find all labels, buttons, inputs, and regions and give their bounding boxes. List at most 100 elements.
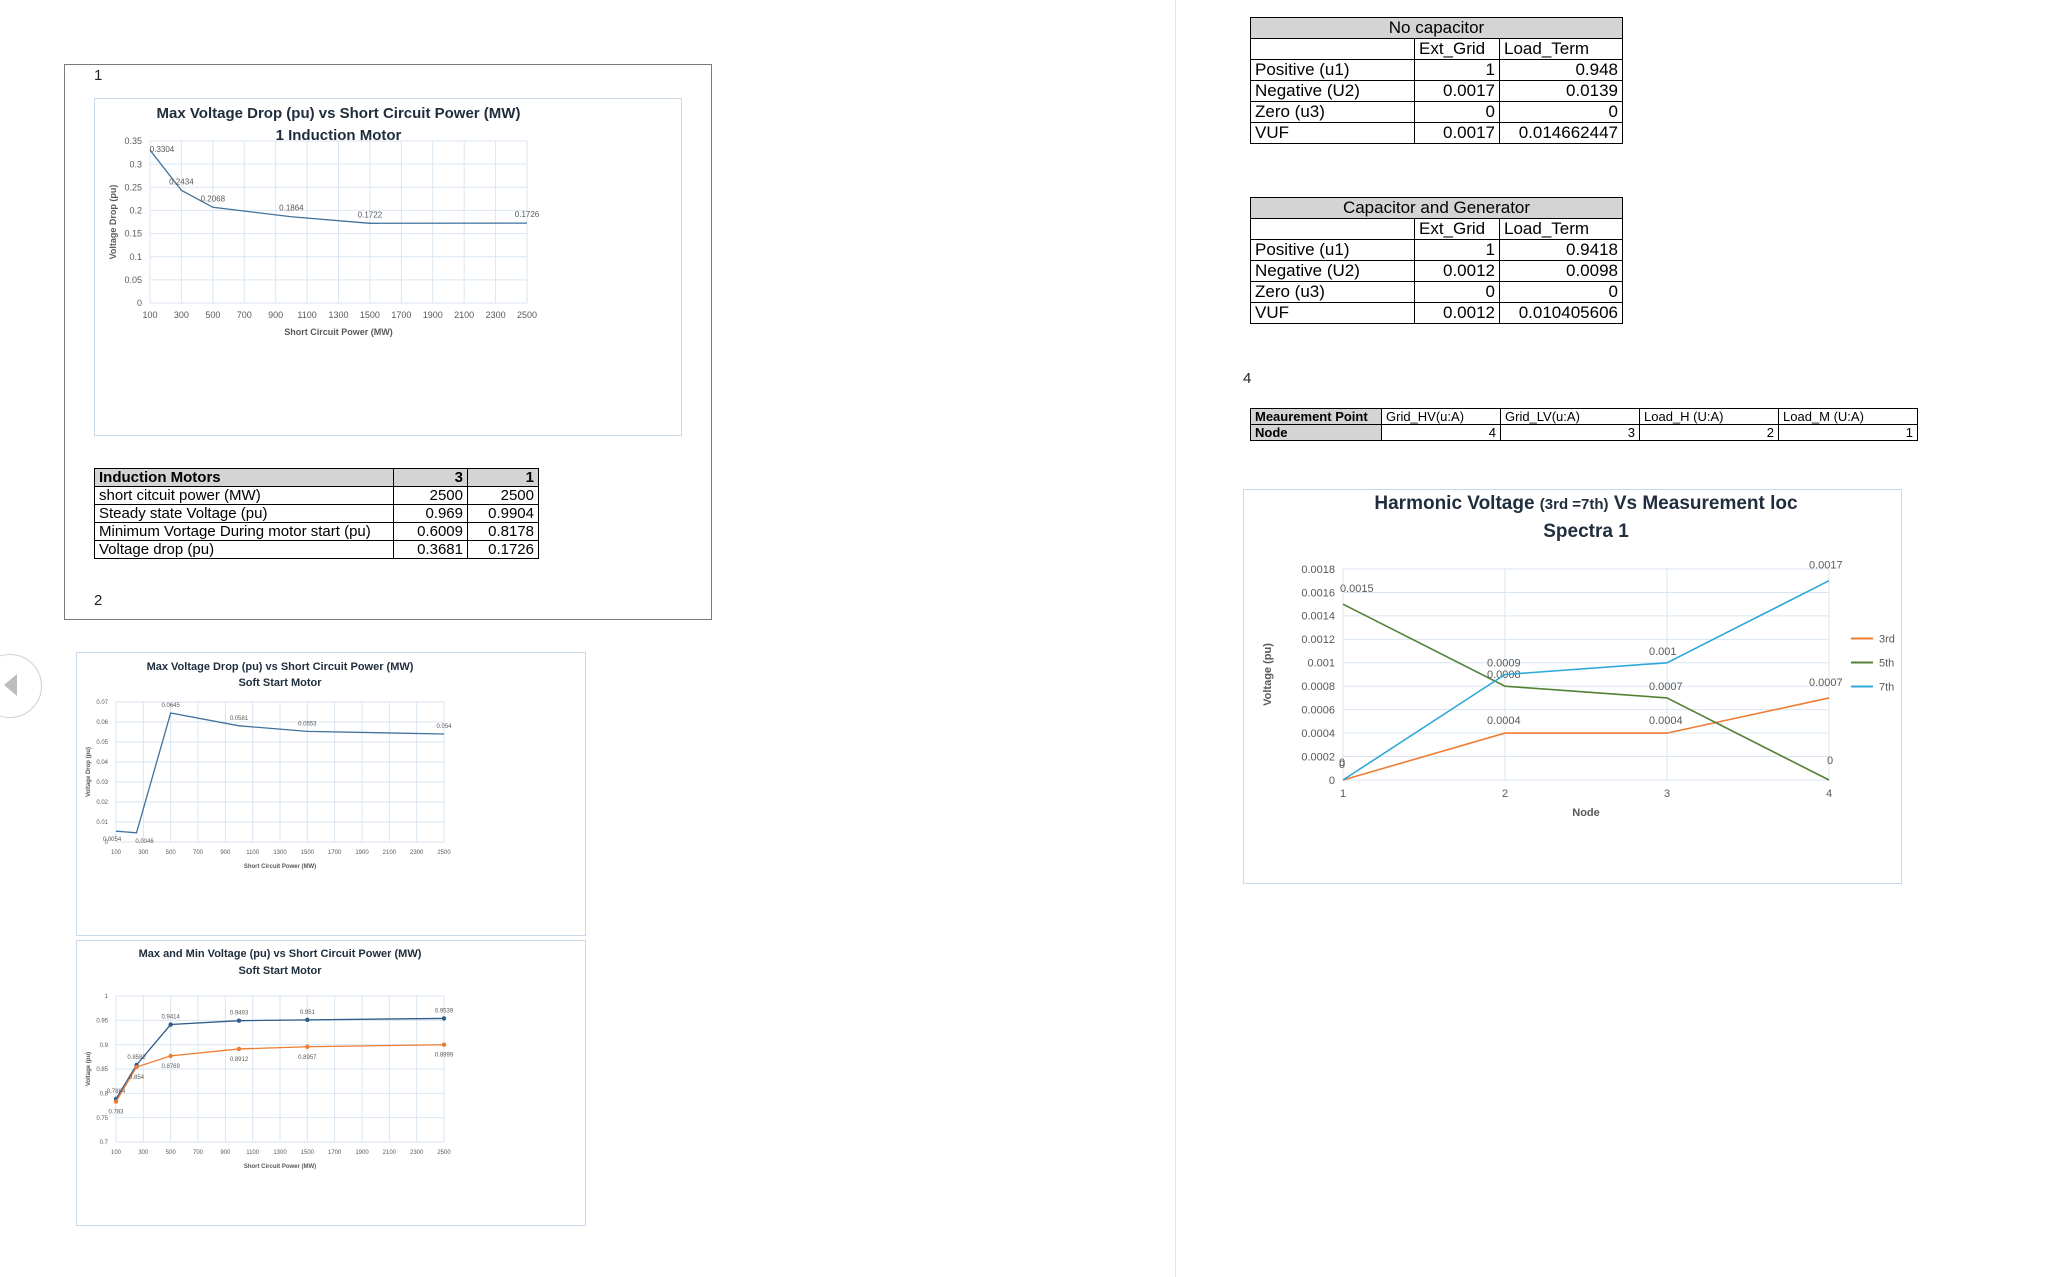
table-cell[interactable]: Positive (u1) bbox=[1250, 59, 1415, 81]
x-tick-label: 1900 bbox=[355, 850, 369, 856]
table-cell[interactable]: 0.0098 bbox=[1499, 260, 1623, 282]
capacitor-generator-table: Capacitor and Generator Ext_Grid Load_Te… bbox=[1250, 197, 1623, 324]
table-cell[interactable]: 1 bbox=[1778, 424, 1918, 441]
table-cell[interactable]: Load_M (U:A) bbox=[1778, 408, 1918, 425]
table-header-cell[interactable]: 3 bbox=[393, 468, 468, 487]
table-cell[interactable]: 0.948 bbox=[1499, 59, 1623, 81]
table-title-row: No capacitor bbox=[1250, 17, 1623, 39]
table-cell[interactable]: Steady state Voltage (pu) bbox=[94, 504, 394, 523]
table-cell[interactable]: 1 bbox=[1414, 59, 1500, 81]
table-cell[interactable]: Voltage drop (pu) bbox=[94, 540, 394, 559]
table-cell[interactable]: VUF bbox=[1250, 122, 1415, 144]
table-header-cell[interactable]: Induction Motors bbox=[94, 468, 394, 487]
data-label: 0.054 bbox=[436, 724, 452, 730]
table-cell[interactable]: 0.0017 bbox=[1414, 122, 1500, 144]
table-cell[interactable]: 0.0012 bbox=[1414, 302, 1500, 324]
x-tick-label: 100 bbox=[111, 850, 122, 856]
table-cell[interactable]: 0 bbox=[1414, 101, 1500, 123]
chart-frame-3[interactable] bbox=[76, 940, 586, 1226]
legend-label: 5th bbox=[1879, 658, 1894, 670]
table-header-cell[interactable]: Ext_Grid bbox=[1414, 218, 1500, 240]
series-line-3rd bbox=[1342, 697, 1830, 781]
table-header-cell[interactable]: Node bbox=[1250, 424, 1382, 441]
x-tick-label: 2300 bbox=[410, 1150, 424, 1156]
no-capacitor-table: No capacitor Ext_Grid Load_Term Positive… bbox=[1250, 17, 1623, 144]
table-cell[interactable]: Positive (u1) bbox=[1250, 239, 1415, 261]
table-cell[interactable]: 0 bbox=[1499, 101, 1623, 123]
y-tick-label: 0.0008 bbox=[1301, 681, 1335, 693]
data-label: 0.0007 bbox=[1809, 677, 1843, 689]
table-cell[interactable]: 0.010405606 bbox=[1499, 302, 1623, 324]
y-tick-label: 0.0004 bbox=[1301, 728, 1335, 740]
table-cell[interactable]: 0 bbox=[1414, 281, 1500, 303]
table-cell[interactable] bbox=[1250, 38, 1415, 60]
table-cell[interactable]: 0.0139 bbox=[1499, 80, 1623, 102]
table-cell[interactable]: 2 bbox=[1639, 424, 1779, 441]
table-cell[interactable]: 0.9904 bbox=[467, 504, 539, 523]
table-cell[interactable]: Minimum Vortage During motor start (pu) bbox=[94, 522, 394, 541]
data-point bbox=[441, 1016, 447, 1021]
x-axis-label: Node bbox=[1572, 807, 1600, 819]
table-cell[interactable]: 0.0017 bbox=[1414, 80, 1500, 102]
table-cell[interactable]: Load_H (U:A) bbox=[1639, 408, 1779, 425]
data-label: 0 bbox=[1339, 757, 1345, 769]
x-tick-label: 1300 bbox=[328, 310, 348, 320]
table-cell[interactable]: Grid_HV(u:A) bbox=[1381, 408, 1501, 425]
table-cell[interactable]: Negative (U2) bbox=[1250, 80, 1415, 102]
data-label: 0.9414 bbox=[161, 1015, 180, 1021]
table-cell[interactable]: 0.1726 bbox=[467, 540, 539, 559]
data-label: 0.8999 bbox=[435, 1053, 454, 1059]
x-tick-label: 1500 bbox=[360, 310, 380, 320]
table-cell[interactable]: 0.0012 bbox=[1414, 260, 1500, 282]
table-cell[interactable]: 2500 bbox=[467, 486, 539, 505]
data-label: 0.0054 bbox=[103, 837, 122, 843]
table-cell[interactable] bbox=[1250, 218, 1415, 240]
table-cell[interactable]: VUF bbox=[1250, 302, 1415, 324]
table-cell[interactable]: Negative (U2) bbox=[1250, 260, 1415, 282]
table-cell[interactable]: 0 bbox=[1499, 281, 1623, 303]
table-cell[interactable]: 0.3681 bbox=[393, 540, 468, 559]
x-tick-label: 700 bbox=[193, 1150, 204, 1156]
table-title-cell[interactable]: No capacitor bbox=[1250, 17, 1623, 39]
x-tick-label: 500 bbox=[205, 310, 220, 320]
table-cell[interactable]: 0.6009 bbox=[393, 522, 468, 541]
table-title-cell[interactable]: Capacitor and Generator bbox=[1250, 197, 1623, 219]
table-header-cell[interactable]: Ext_Grid bbox=[1414, 38, 1500, 60]
data-point bbox=[305, 1017, 310, 1023]
data-label: 0.0007 bbox=[1649, 681, 1683, 693]
y-tick-label: 0.75 bbox=[96, 1116, 108, 1122]
x-axis-label: Short Circuit Power (MW) bbox=[244, 864, 316, 870]
series-line-voltage-drop bbox=[149, 149, 528, 224]
table-row: Zero (u3) 0 0 bbox=[1250, 281, 1623, 303]
chart-title-small: (3rd =7th) bbox=[1540, 496, 1609, 513]
table-cell[interactable]: Zero (u3) bbox=[1250, 101, 1415, 123]
table-cell[interactable]: 2500 bbox=[393, 486, 468, 505]
table-cell[interactable]: 3 bbox=[1500, 424, 1640, 441]
data-label: 0.8582 bbox=[127, 1055, 146, 1061]
table-cell[interactable]: 4 bbox=[1381, 424, 1501, 441]
x-tick-label: 1500 bbox=[301, 1150, 315, 1156]
y-tick-label: 0.3 bbox=[129, 159, 142, 169]
table-header-cell[interactable]: Meaurement Point bbox=[1250, 408, 1382, 425]
table-cell[interactable]: short citcuit power (MW) bbox=[94, 486, 394, 505]
data-label: 0.1722 bbox=[358, 210, 383, 219]
table-cell[interactable]: 1 bbox=[1414, 239, 1500, 261]
series-line-7th bbox=[1342, 580, 1830, 781]
table-cell[interactable]: 0.8178 bbox=[467, 522, 539, 541]
table-header-cell[interactable]: Load_Term bbox=[1499, 218, 1623, 240]
y-tick-label: 0.15 bbox=[124, 229, 142, 239]
chart-voltage-drop-induction: Max Voltage Drop (pu) vs Short Circuit P… bbox=[108, 105, 540, 337]
x-tick-label: 300 bbox=[138, 850, 149, 856]
table-header-cell[interactable]: Load_Term bbox=[1499, 38, 1623, 60]
table-cell[interactable]: 0.9418 bbox=[1499, 239, 1623, 261]
scroll-left-button[interactable] bbox=[0, 654, 42, 718]
chart-frame-1[interactable] bbox=[94, 98, 682, 436]
chart-frame-2[interactable] bbox=[76, 652, 586, 936]
table-cell[interactable]: 0.969 bbox=[393, 504, 468, 523]
y-tick-label: 0.04 bbox=[96, 760, 108, 766]
table-cell[interactable]: Grid_LV(u:A) bbox=[1500, 408, 1640, 425]
table-cell[interactable]: Zero (u3) bbox=[1250, 281, 1415, 303]
table-header-cell[interactable]: 1 bbox=[467, 468, 539, 487]
table-cell[interactable]: 0.014662447 bbox=[1499, 122, 1623, 144]
x-tick-label: 500 bbox=[166, 1150, 177, 1156]
